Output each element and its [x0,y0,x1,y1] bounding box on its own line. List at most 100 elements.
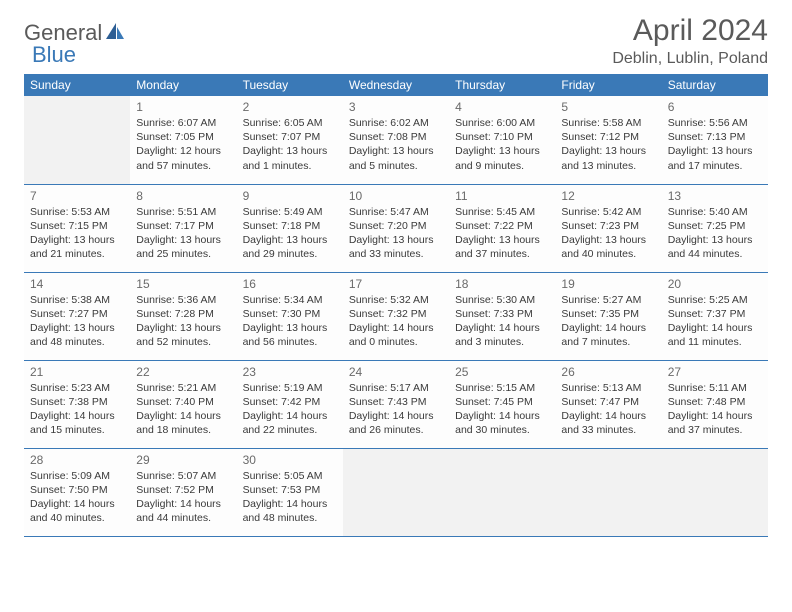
calendar-cell [662,448,768,536]
day-number: 30 [243,453,337,467]
day-detail: and 29 minutes. [243,247,337,261]
day-number: 6 [668,100,762,114]
day-header: Friday [555,74,661,96]
day-detail: Daylight: 14 hours [455,321,549,335]
day-number: 23 [243,365,337,379]
day-detail: Sunrise: 5:40 AM [668,205,762,219]
day-number: 20 [668,277,762,291]
calendar-cell: 5Sunrise: 5:58 AMSunset: 7:12 PMDaylight… [555,96,661,184]
day-detail: and 26 minutes. [349,423,443,437]
calendar-cell [343,448,449,536]
day-detail: Sunrise: 5:51 AM [136,205,230,219]
day-detail: Sunset: 7:17 PM [136,219,230,233]
day-number: 9 [243,189,337,203]
day-detail: Sunrise: 5:13 AM [561,381,655,395]
day-detail: Sunrise: 5:56 AM [668,116,762,130]
day-detail: and 48 minutes. [243,511,337,525]
calendar-week: 7Sunrise: 5:53 AMSunset: 7:15 PMDaylight… [24,184,768,272]
day-detail: Sunrise: 6:00 AM [455,116,549,130]
day-detail: Daylight: 13 hours [243,321,337,335]
day-detail: Sunset: 7:13 PM [668,130,762,144]
day-detail: Daylight: 14 hours [136,409,230,423]
day-detail: and 44 minutes. [136,511,230,525]
day-number: 11 [455,189,549,203]
day-detail: Sunrise: 5:15 AM [455,381,549,395]
day-header: Monday [130,74,236,96]
calendar-cell: 1Sunrise: 6:07 AMSunset: 7:05 PMDaylight… [130,96,236,184]
day-detail: Sunset: 7:12 PM [561,130,655,144]
day-detail: Daylight: 13 hours [243,144,337,158]
calendar-cell: 3 Sunrise: 6:02 AMSunset: 7:08 PMDaylight… [343,96,449,184]
day-detail: Sunset: 7:37 PM [668,307,762,321]
day-number: 5 [561,100,655,114]
calendar-cell: 2Sunrise: 6:05 AMSunset: 7:07 PMDaylight… [237,96,343,184]
day-detail: Sunset: 7:33 PM [455,307,549,321]
day-detail: Sunrise: 5:30 AM [455,293,549,307]
day-detail: Sunrise: 6:07 AM [136,116,230,130]
calendar-cell: 24Sunrise: 5:17 AMSunset: 7:43 PMDayligh… [343,360,449,448]
day-detail: Sunrise: 5:42 AM [561,205,655,219]
day-detail: Daylight: 14 hours [30,409,124,423]
day-number: 13 [668,189,762,203]
calendar-week: 28Sunrise: 5:09 AMSunset: 7:50 PMDayligh… [24,448,768,536]
day-detail: Daylight: 13 hours [30,233,124,247]
day-detail: Sunset: 7:08 PM [349,130,443,144]
calendar-cell: 21Sunrise: 5:23 AMSunset: 7:38 PMDayligh… [24,360,130,448]
day-header: Saturday [662,74,768,96]
day-detail: Sunrise: 6:02 AM [349,116,443,130]
day-detail: and 7 minutes. [561,335,655,349]
day-detail: and 40 minutes. [561,247,655,261]
day-detail: Sunset: 7:15 PM [30,219,124,233]
day-detail: Daylight: 14 hours [455,409,549,423]
day-detail: Sunset: 7:05 PM [136,130,230,144]
day-detail: and 57 minutes. [136,159,230,173]
day-number: 28 [30,453,124,467]
day-detail: Sunrise: 6:05 AM [243,116,337,130]
day-number: 4 [455,100,549,114]
day-detail: Daylight: 13 hours [455,144,549,158]
day-detail: and 22 minutes. [243,423,337,437]
day-detail: Daylight: 14 hours [136,497,230,511]
day-detail: Sunset: 7:18 PM [243,219,337,233]
day-detail: Daylight: 14 hours [668,321,762,335]
calendar-cell: 29Sunrise: 5:07 AMSunset: 7:52 PMDayligh… [130,448,236,536]
day-detail: and 21 minutes. [30,247,124,261]
day-detail: Daylight: 14 hours [561,409,655,423]
day-detail: Sunset: 7:20 PM [349,219,443,233]
day-header: Thursday [449,74,555,96]
calendar-cell: 9Sunrise: 5:49 AMSunset: 7:18 PMDaylight… [237,184,343,272]
day-header: Tuesday [237,74,343,96]
day-detail: and 17 minutes. [668,159,762,173]
day-detail: Sunset: 7:53 PM [243,483,337,497]
calendar-cell: 19Sunrise: 5:27 AMSunset: 7:35 PMDayligh… [555,272,661,360]
day-detail: and 37 minutes. [668,423,762,437]
day-detail: Daylight: 14 hours [349,409,443,423]
day-detail: Sunrise: 5:38 AM [30,293,124,307]
day-detail: and 33 minutes. [349,247,443,261]
day-detail: Sunrise: 5:58 AM [561,116,655,130]
day-number: 16 [243,277,337,291]
day-header: Wednesday [343,74,449,96]
day-detail: Sunrise: 5:07 AM [136,469,230,483]
day-detail: Sunrise: 5:23 AM [30,381,124,395]
calendar-cell: 15Sunrise: 5:36 AMSunset: 7:28 PMDayligh… [130,272,236,360]
day-detail: Daylight: 14 hours [561,321,655,335]
day-detail: Sunrise: 5:53 AM [30,205,124,219]
day-detail: Daylight: 13 hours [30,321,124,335]
day-detail: Sunset: 7:48 PM [668,395,762,409]
day-detail: Sunset: 7:10 PM [455,130,549,144]
day-number: 18 [455,277,549,291]
day-detail: Daylight: 13 hours [349,144,443,158]
calendar-cell: 7Sunrise: 5:53 AMSunset: 7:15 PMDaylight… [24,184,130,272]
header: General April 2024 Deblin, Lublin, Polan… [24,14,768,68]
day-detail: and 25 minutes. [136,247,230,261]
day-detail: and 15 minutes. [30,423,124,437]
day-detail: Sunset: 7:27 PM [30,307,124,321]
day-number: 26 [561,365,655,379]
calendar-cell: 26Sunrise: 5:13 AMSunset: 7:47 PMDayligh… [555,360,661,448]
day-detail: Daylight: 14 hours [349,321,443,335]
day-number: 2 [243,100,337,114]
day-detail: and 9 minutes. [455,159,549,173]
day-number: 3 [349,100,443,114]
day-number: 27 [668,365,762,379]
